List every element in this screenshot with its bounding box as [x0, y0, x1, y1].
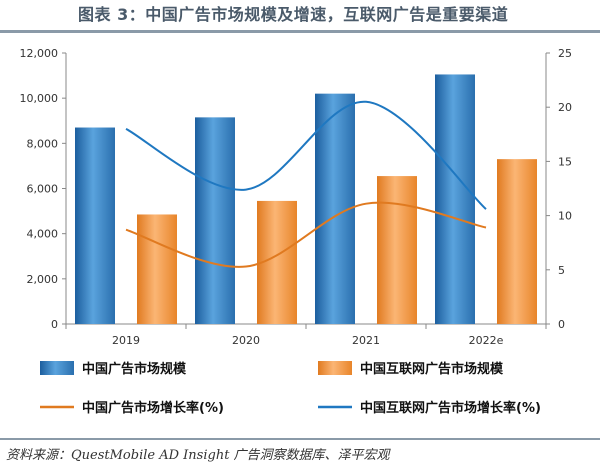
title-divider: [0, 30, 600, 33]
bar-ad-market: [435, 74, 475, 324]
chart: 0 2,000 4,000 6,000 8,000 10,000 12,000 0 5 10 15…: [20, 47, 573, 416]
left-tick-label: 6,000: [27, 183, 59, 196]
bar-internet-ad-market: [377, 176, 417, 324]
bar-ad-market: [195, 117, 235, 324]
right-tick-label: 15: [558, 155, 572, 168]
left-tick-label: 4,000: [27, 228, 59, 241]
left-tick-label: 12,000: [20, 47, 59, 60]
bar-internet-ad-market: [137, 214, 177, 324]
left-tick-label: 2,000: [27, 273, 59, 286]
right-tick-label: 25: [558, 47, 572, 60]
bar-ad-market: [75, 127, 115, 325]
right-tick-label: 10: [558, 210, 572, 223]
chart-title: 图表 3：中国广告市场规模及增速，互联网广告是重要渠道: [78, 5, 509, 24]
x-tick-label: 2022e: [469, 334, 504, 347]
legend-swatch-internet-ad-market: [318, 361, 352, 375]
source-note: 资料来源：QuestMobile AD Insight 广告洞察数据库、泽平宏观: [0, 438, 600, 469]
x-tick-label: 2019: [112, 334, 140, 347]
left-tick-label: 0: [51, 318, 58, 331]
legend-label: 中国互联网广告市场规模: [360, 361, 504, 377]
legend-label: 中国互联网广告市场增长率(%): [360, 400, 541, 416]
line-internet-ad-growth: [125, 100, 487, 210]
bar-internet-ad-market: [497, 159, 537, 324]
right-tick-label: 20: [558, 101, 572, 114]
legend-label: 中国广告市场规模: [82, 361, 187, 377]
right-tick-label: 0: [558, 318, 565, 331]
x-tick-label: 2020: [232, 334, 260, 347]
left-tick-label: 10,000: [20, 92, 59, 105]
x-tick-label: 2021: [352, 334, 380, 347]
right-tick-label: 5: [558, 264, 565, 277]
legend-swatch-ad-market: [40, 361, 74, 375]
left-tick-label: 8,000: [27, 137, 59, 150]
legend-label: 中国广告市场增长率(%): [82, 400, 224, 416]
line-ad-growth: [125, 201, 487, 268]
